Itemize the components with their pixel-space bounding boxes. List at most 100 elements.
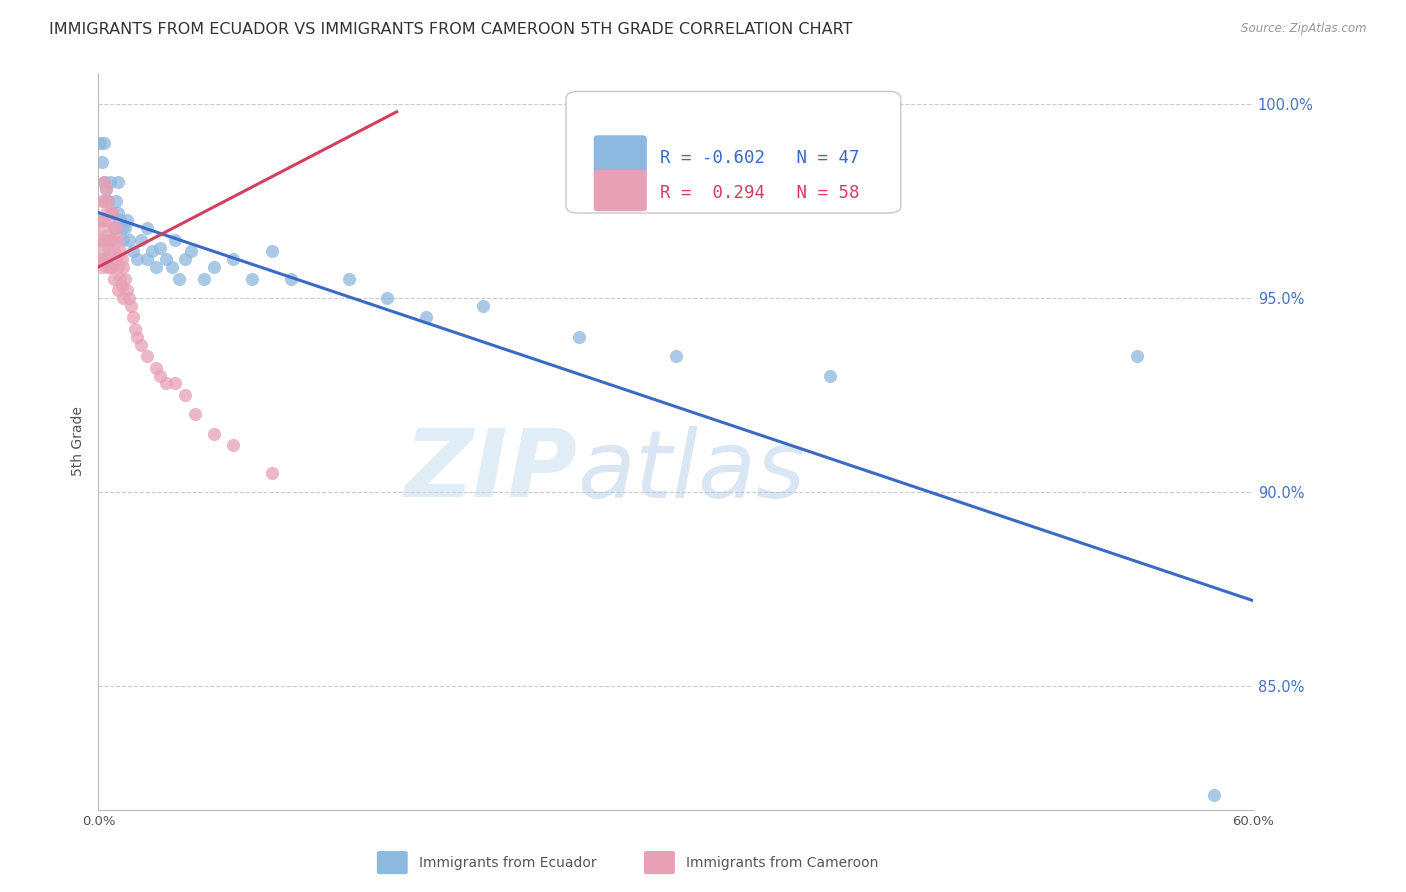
Point <box>94 228 117 243</box>
Point <box>97 194 120 208</box>
Point <box>122 244 145 259</box>
Point <box>165 233 187 247</box>
Point <box>129 233 152 247</box>
Point <box>97 241 120 255</box>
Point <box>97 213 120 227</box>
Point <box>112 233 135 247</box>
Point <box>472 299 495 313</box>
Point <box>337 271 360 285</box>
Point <box>145 360 167 375</box>
Point <box>114 221 136 235</box>
Point <box>101 205 124 219</box>
Y-axis label: 5th Grade: 5th Grade <box>72 407 86 476</box>
Point <box>104 221 127 235</box>
Point <box>104 252 127 267</box>
Text: IMMIGRANTS FROM ECUADOR VS IMMIGRANTS FROM CAMEROON 5TH GRADE CORRELATION CHART: IMMIGRANTS FROM ECUADOR VS IMMIGRANTS FR… <box>49 22 852 37</box>
Point <box>89 213 111 227</box>
Text: atlas: atlas <box>578 425 806 516</box>
Point <box>91 260 114 274</box>
Point <box>91 241 114 255</box>
FancyBboxPatch shape <box>567 91 901 213</box>
Point <box>122 310 145 325</box>
FancyBboxPatch shape <box>593 170 647 211</box>
Point <box>93 136 115 150</box>
Point <box>107 260 129 274</box>
Point <box>155 252 177 267</box>
Point <box>110 252 132 267</box>
Point <box>183 408 205 422</box>
Point <box>89 233 111 247</box>
Point <box>145 260 167 274</box>
Point <box>114 271 136 285</box>
Point <box>103 221 125 235</box>
Point <box>107 205 129 219</box>
Point <box>108 271 131 285</box>
Point <box>97 260 120 274</box>
Point <box>415 310 437 325</box>
Point <box>101 205 124 219</box>
Point <box>98 260 121 274</box>
Point <box>155 376 177 391</box>
Point <box>98 233 121 247</box>
Point <box>180 244 202 259</box>
Point <box>118 291 141 305</box>
Point <box>135 221 157 235</box>
Point <box>93 175 115 189</box>
Point <box>260 466 283 480</box>
Point <box>93 194 115 208</box>
Point <box>94 182 117 196</box>
Point <box>94 205 117 219</box>
Text: Immigrants from Cameroon: Immigrants from Cameroon <box>686 855 879 870</box>
Point <box>93 252 115 267</box>
Point <box>110 221 132 235</box>
Point <box>108 244 131 259</box>
Point <box>240 271 263 285</box>
Point <box>103 244 125 259</box>
Point <box>135 349 157 363</box>
Point <box>98 205 121 219</box>
Point <box>108 213 131 227</box>
Point <box>665 349 688 363</box>
Point <box>101 260 124 274</box>
Point <box>135 252 157 267</box>
Point <box>98 175 121 189</box>
Point <box>91 194 114 208</box>
Point <box>174 388 197 402</box>
Point <box>167 271 190 285</box>
Point <box>94 252 117 267</box>
Point <box>149 368 172 383</box>
Point <box>160 260 183 274</box>
Point <box>280 271 302 285</box>
Point <box>174 252 197 267</box>
Point <box>94 182 117 196</box>
Point <box>103 271 125 285</box>
Point <box>93 213 115 227</box>
Point <box>112 291 135 305</box>
Point <box>202 260 225 274</box>
Point <box>93 233 115 247</box>
Point <box>568 330 591 344</box>
Point <box>124 322 146 336</box>
Point <box>193 271 215 285</box>
Point <box>222 252 245 267</box>
Point <box>149 241 172 255</box>
Point <box>93 175 115 189</box>
Text: Immigrants from Ecuador: Immigrants from Ecuador <box>419 855 596 870</box>
Point <box>141 244 163 259</box>
Point <box>222 438 245 452</box>
Point <box>125 330 148 344</box>
Point <box>103 221 125 235</box>
Point <box>97 194 120 208</box>
Point <box>110 279 132 293</box>
Point <box>125 252 148 267</box>
FancyBboxPatch shape <box>593 136 647 177</box>
Point <box>120 299 142 313</box>
Point <box>818 368 841 383</box>
Point <box>260 244 283 259</box>
Point <box>89 136 111 150</box>
Point <box>91 155 114 169</box>
Point <box>117 283 139 297</box>
Point <box>89 252 111 267</box>
Point <box>375 291 398 305</box>
Point <box>118 233 141 247</box>
